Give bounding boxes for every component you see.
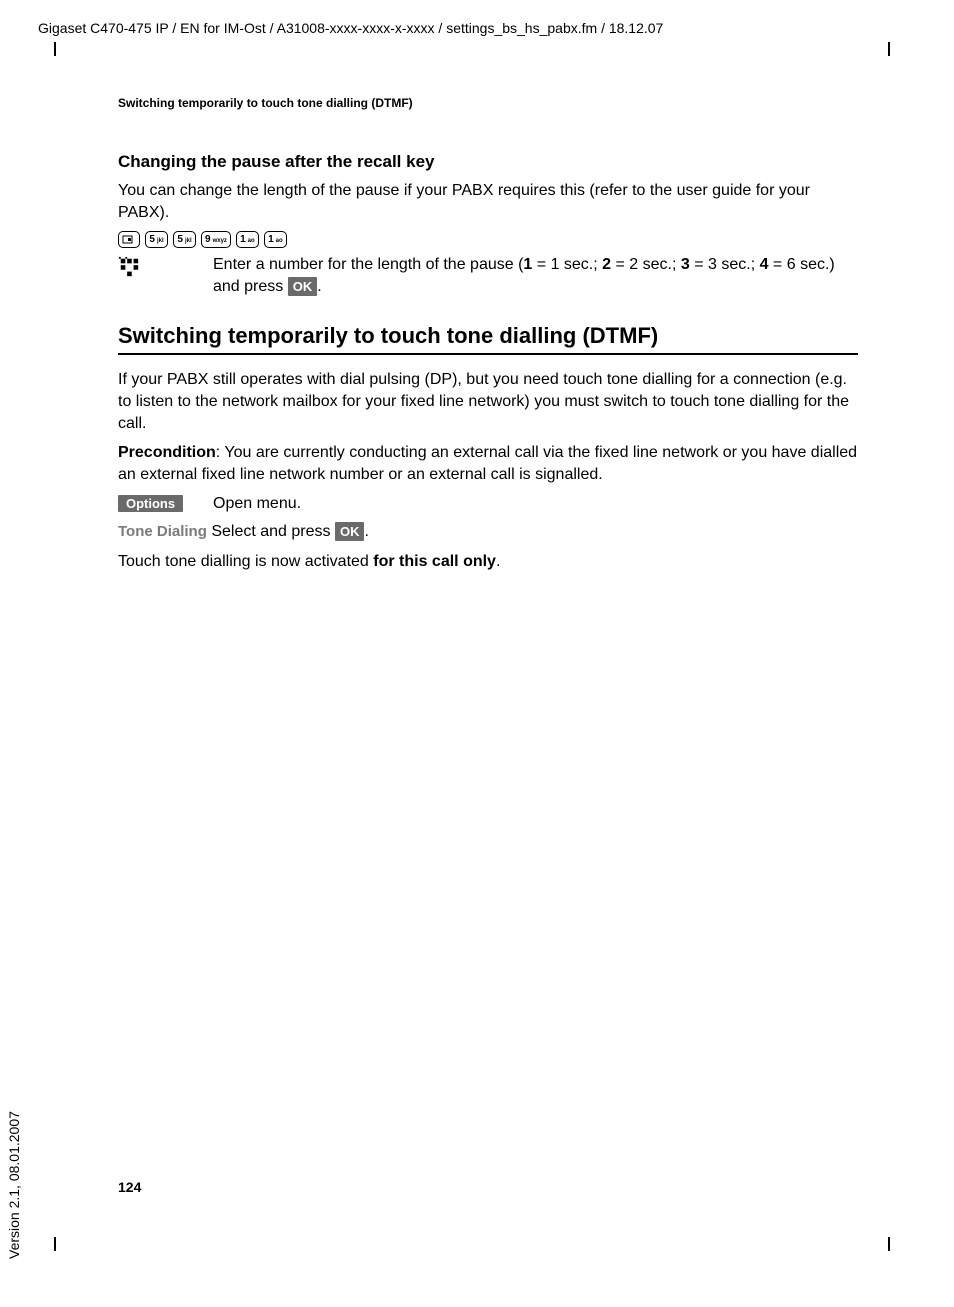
page: Gigaset C470-475 IP / EN for IM-Ost / A3… (0, 0, 954, 1307)
crop-mark (888, 1237, 890, 1251)
section1-title: Changing the pause after the recall key (118, 152, 858, 172)
content-area: Switching temporarily to touch tone dial… (118, 96, 858, 580)
menu-key-icon (118, 231, 140, 248)
options-row: Options Open menu. (118, 493, 858, 515)
key-sequence: 5jkl 5jkl 9wxyz 1ao 1ao (118, 231, 858, 248)
instruction-row: Enter a number for the length of the pau… (118, 254, 858, 297)
crop-mark (54, 1237, 56, 1251)
key-9: 9wxyz (201, 231, 231, 248)
page-number: 124 (118, 1179, 141, 1195)
key-1: 1ao (236, 231, 259, 248)
section2-p1: If your PABX still operates with dial pu… (118, 369, 858, 434)
key-5: 5jkl (145, 231, 168, 248)
section2-p4: Touch tone dialling is now activated for… (118, 551, 858, 573)
section2-precondition: Precondition: You are currently conducti… (118, 442, 858, 485)
open-menu-text: Open menu. (213, 493, 301, 515)
crop-mark (888, 42, 890, 56)
ok-badge: OK (335, 522, 365, 542)
instruction-text: Enter a number for the length of the pau… (213, 254, 858, 297)
version-sidelabel: Version 2.1, 08.01.2007 (6, 1111, 22, 1259)
keypad-icon (118, 254, 213, 281)
tone-dialing-row: Tone Dialing Select and press OK. (118, 521, 858, 543)
crop-mark (54, 42, 56, 56)
header-path: Gigaset C470-475 IP / EN for IM-Ost / A3… (38, 20, 914, 36)
ok-badge: OK (288, 277, 318, 297)
section2-title: Switching temporarily to touch tone dial… (118, 323, 858, 355)
running-head: Switching temporarily to touch tone dial… (118, 96, 858, 110)
options-badge: Options (118, 495, 183, 512)
section1-body: You can change the length of the pause i… (118, 180, 858, 223)
key-1: 1ao (264, 231, 287, 248)
key-5: 5jkl (173, 231, 196, 248)
tone-dialing-label: Tone Dialing (118, 523, 207, 540)
